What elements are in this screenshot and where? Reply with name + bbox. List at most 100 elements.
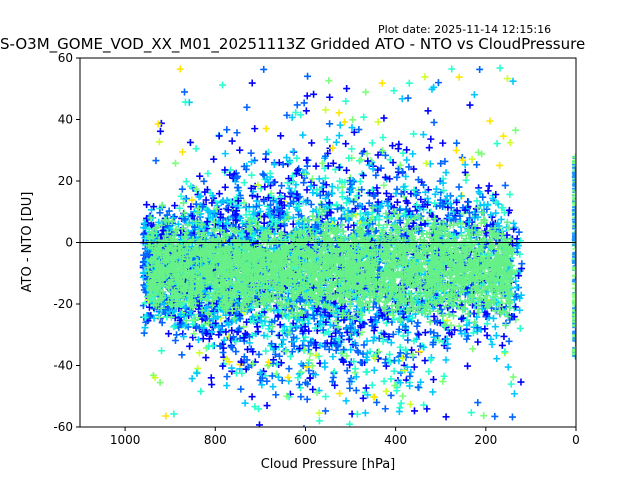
- plot-date-label: Plot date: 2025-11-14 12:15:16: [378, 23, 552, 36]
- scatter-point: [301, 333, 309, 341]
- scatter-point: [511, 271, 519, 279]
- scatter-point: [440, 341, 448, 349]
- scatter-point: [342, 140, 350, 148]
- scatter-point: [326, 120, 334, 128]
- scatter-point: [277, 359, 285, 367]
- scatter-point: [463, 335, 471, 343]
- scatter-point: [439, 139, 447, 147]
- scatter-point: [344, 207, 352, 215]
- scatter-point: [424, 195, 432, 203]
- scatter-point: [450, 208, 458, 216]
- scatter-point: [204, 169, 212, 177]
- scatter-point: [308, 139, 316, 147]
- scatter-point: [296, 384, 304, 392]
- scatter-point: [427, 208, 435, 216]
- scatter-point: [174, 220, 182, 228]
- scatter-point: [234, 328, 242, 336]
- scatter-point: [309, 385, 317, 393]
- scatter-point: [512, 303, 520, 311]
- scatter-point: [451, 326, 459, 334]
- scatter-point: [361, 320, 369, 328]
- scatter-point: [330, 216, 338, 224]
- scatter-point: [322, 393, 330, 401]
- scatter-point: [343, 85, 351, 93]
- scatter-point: [359, 171, 367, 179]
- scatter-point: [223, 382, 231, 390]
- scatter-point: [328, 183, 336, 191]
- scatter-point: [421, 329, 429, 337]
- scatter-point: [381, 173, 389, 181]
- scatter-point: [515, 228, 523, 236]
- scatter-point: [143, 201, 151, 209]
- scatter-point: [406, 372, 414, 380]
- scatter-point: [331, 381, 339, 389]
- scatter-point: [474, 338, 482, 346]
- scatter-point: [421, 188, 429, 196]
- scatter-point: [380, 329, 388, 337]
- scatter-point: [492, 209, 500, 217]
- scatter-point: [407, 368, 415, 376]
- scatter-point: [278, 376, 286, 384]
- scatter-point: [255, 421, 263, 427]
- scatter-point: [415, 331, 423, 339]
- scatter-point: [251, 125, 259, 133]
- scatter-point: [375, 334, 383, 342]
- scatter-point: [242, 211, 250, 219]
- scatter-point: [341, 178, 349, 186]
- scatter-point: [173, 331, 181, 339]
- scatter-point: [441, 157, 449, 165]
- scatter-point: [221, 150, 229, 158]
- scatter-point: [414, 319, 422, 327]
- chart-title: S-O3M_GOME_VOD_XX_M01_20251113Z Gridded …: [0, 35, 586, 53]
- scatter-point: [288, 348, 296, 356]
- scatter-point: [181, 215, 189, 223]
- scatter-point: [294, 346, 302, 354]
- scatter-point: [393, 198, 401, 206]
- scatter-point: [403, 350, 411, 358]
- scatter-point: [300, 179, 308, 187]
- scatter-point: [410, 407, 418, 415]
- scatter-point: [248, 393, 256, 401]
- scatter-point: [318, 183, 326, 191]
- scatter-point: [386, 175, 394, 183]
- scatter-point: [403, 156, 411, 164]
- scatter-point: [246, 339, 254, 347]
- scatter-point: [379, 133, 387, 141]
- scatter-point: [176, 204, 184, 212]
- scatter-point: [303, 162, 311, 170]
- scatter-point: [516, 324, 524, 332]
- scatter-point: [434, 332, 442, 340]
- scatter-point: [492, 332, 500, 340]
- scatter-point: [437, 160, 445, 168]
- scatter-point: [205, 335, 213, 343]
- scatter-point: [447, 321, 455, 329]
- scatter-point: [255, 350, 263, 358]
- scatter-point: [361, 409, 369, 417]
- scatter-point: [202, 196, 210, 204]
- scatter-point: [248, 192, 256, 200]
- scatter-point: [352, 211, 360, 219]
- scatter-point: [171, 202, 179, 210]
- scatter-point: [226, 334, 234, 342]
- scatter-point: [233, 129, 241, 137]
- scatter-point: [158, 319, 166, 327]
- scatter-point: [404, 336, 412, 344]
- scatter-point: [324, 162, 332, 170]
- scatter-point: [473, 313, 481, 321]
- scatter-point: [349, 116, 357, 124]
- scatter-point: [483, 331, 491, 339]
- scatter-point: [317, 200, 325, 208]
- scatter-point: [362, 384, 370, 392]
- scatter-point: [491, 323, 499, 331]
- scatter-point: [199, 335, 207, 343]
- scatter-point: [389, 159, 397, 167]
- scatter-point: [346, 378, 354, 386]
- scatter-point: [413, 322, 421, 330]
- scatter-point: [258, 381, 266, 389]
- scatter-point: [306, 350, 314, 358]
- scatter-point: [223, 373, 231, 381]
- scatter-point: [420, 343, 428, 351]
- scatter-point: [321, 407, 329, 415]
- scatter-point: [343, 352, 351, 360]
